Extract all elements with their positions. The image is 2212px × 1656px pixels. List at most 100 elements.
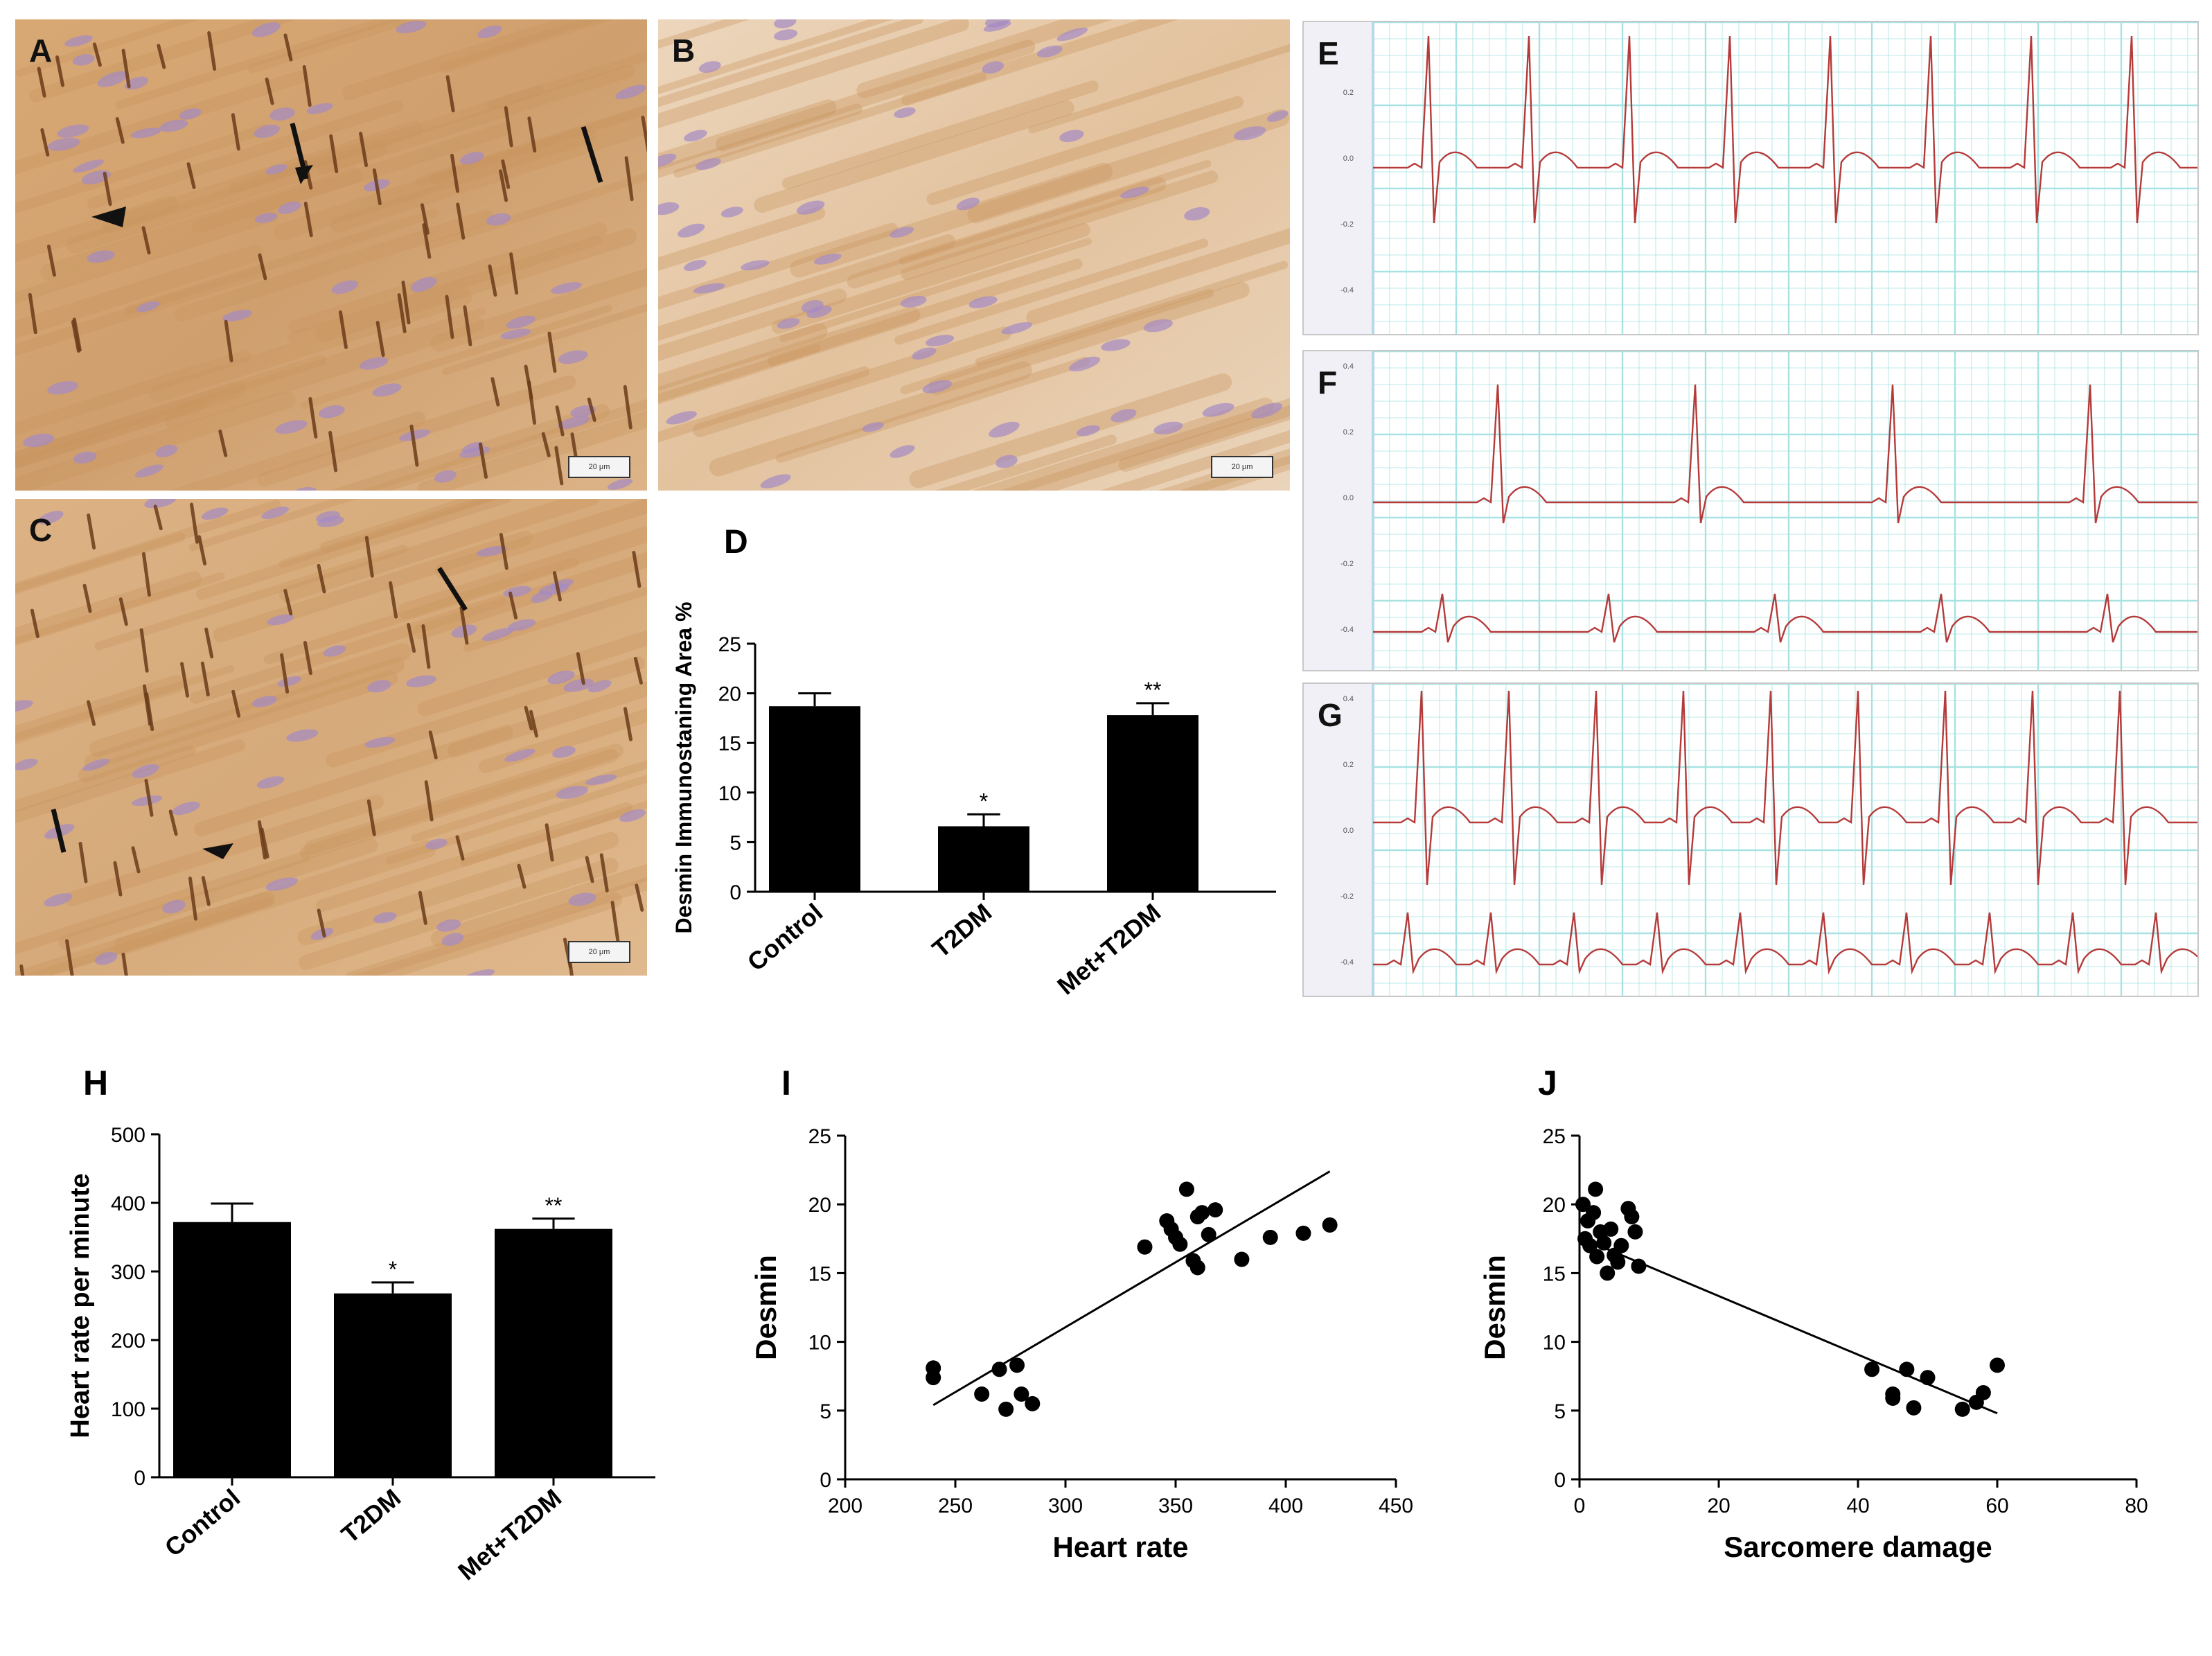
ecg-y-tick: 0.4 bbox=[1343, 362, 1354, 371]
fiber-streak bbox=[441, 303, 647, 376]
nucleus bbox=[486, 213, 511, 226]
nucleus bbox=[57, 124, 89, 138]
intercalated-disc bbox=[141, 226, 151, 255]
intercalated-disc bbox=[200, 661, 210, 697]
fiber-streak bbox=[15, 745, 196, 813]
nucleus bbox=[364, 737, 396, 748]
panel-a-scalebar: 20 μm bbox=[568, 456, 630, 478]
fiber-streak bbox=[430, 267, 647, 352]
nucleus bbox=[132, 764, 159, 779]
fiber-streak bbox=[658, 19, 969, 128]
nucleus bbox=[912, 347, 937, 360]
nucleus bbox=[720, 206, 743, 218]
fiber-streak bbox=[1100, 430, 1290, 491]
x-tick-label: 20 bbox=[1707, 1495, 1730, 1517]
y-tick-label: 20 bbox=[808, 1194, 831, 1217]
intercalated-disc bbox=[338, 310, 348, 349]
panel-j-label: J bbox=[1538, 1064, 1557, 1102]
nucleus bbox=[1101, 339, 1131, 351]
panel-g-label: G bbox=[1318, 697, 1343, 733]
fiber-streak bbox=[191, 122, 511, 234]
fiber-streak bbox=[415, 104, 647, 186]
fiber-streak bbox=[900, 288, 1214, 395]
nucleus bbox=[777, 318, 800, 329]
y-tick-label: 15 bbox=[718, 732, 741, 755]
nucleus bbox=[476, 545, 507, 557]
data-point bbox=[1189, 1260, 1205, 1276]
nucleus bbox=[406, 675, 437, 687]
fiber-streak bbox=[330, 120, 647, 233]
intercalated-disc bbox=[115, 117, 125, 144]
fiber-streak bbox=[1118, 405, 1290, 472]
intercalated-disc bbox=[554, 446, 564, 486]
panel-a-texture bbox=[15, 19, 647, 491]
ecg-g-svg: 0.4 0.2 0.0 -0.2 -0.4 bbox=[1304, 684, 2197, 996]
intercalated-disc bbox=[529, 710, 538, 738]
x-category-label: Met+T2DM bbox=[1052, 898, 1166, 1001]
nucleus bbox=[1233, 126, 1266, 141]
fiber-streak bbox=[658, 206, 826, 272]
nucleus bbox=[367, 680, 391, 693]
nucleus bbox=[982, 61, 1005, 74]
intercalated-disc bbox=[265, 77, 274, 105]
fiber-streak bbox=[274, 126, 596, 241]
intercalated-disc bbox=[189, 502, 199, 544]
nucleus bbox=[683, 259, 707, 271]
intercalated-disc bbox=[257, 820, 267, 860]
intercalated-disc bbox=[599, 853, 609, 892]
intercalated-disc bbox=[201, 876, 211, 906]
y-tick-label: 200 bbox=[111, 1330, 145, 1353]
x-tick-label: 400 bbox=[1268, 1495, 1303, 1517]
nucleus bbox=[996, 455, 1018, 468]
bar bbox=[173, 1222, 291, 1477]
fiber-streak bbox=[288, 222, 608, 334]
nucleus bbox=[481, 628, 514, 642]
intercalated-disc bbox=[364, 536, 374, 578]
fiber-streak bbox=[658, 234, 956, 342]
fiber-streak bbox=[297, 831, 619, 946]
fiber-streak bbox=[479, 707, 647, 774]
intercalated-disc bbox=[445, 75, 455, 113]
data-point bbox=[1014, 1386, 1029, 1402]
panel-c-label: C bbox=[29, 512, 53, 548]
fiber-streak bbox=[150, 288, 472, 403]
fiber-streak bbox=[188, 499, 357, 552]
intercalated-disc bbox=[632, 550, 642, 588]
nucleus bbox=[563, 678, 594, 692]
fiber-streak bbox=[928, 281, 1250, 396]
chart-h: H 0 100 200 300 400 500 Control * T2DM ** Met+T2DM H… bbox=[66, 1064, 655, 1585]
data-point bbox=[926, 1370, 941, 1386]
fiber-streak bbox=[709, 361, 1032, 477]
ecg-trace bbox=[1373, 912, 2197, 975]
ecg-panel-e: 0.2 0.0 -0.2 -0.4 E bbox=[1302, 21, 2199, 335]
intercalated-disc bbox=[641, 115, 647, 153]
intercalated-disc bbox=[418, 890, 427, 925]
nucleus bbox=[462, 969, 495, 976]
intercalated-disc bbox=[517, 863, 527, 889]
y-tick-label: 5 bbox=[820, 1400, 831, 1423]
intercalated-disc bbox=[207, 31, 217, 71]
y-tick-label: 25 bbox=[808, 1125, 831, 1148]
bar bbox=[334, 1293, 452, 1477]
fiber-streak bbox=[1026, 228, 1290, 325]
nucleus bbox=[1076, 425, 1100, 437]
y-tick-label: 5 bbox=[729, 831, 741, 854]
fiber-streak bbox=[175, 209, 495, 321]
nucleus bbox=[269, 107, 295, 121]
fiber-streak bbox=[15, 381, 246, 469]
nucleus bbox=[373, 912, 397, 924]
intercalated-disc bbox=[317, 908, 326, 938]
panel-c-scalebar: 20 μm bbox=[568, 941, 630, 963]
fiber-streak bbox=[15, 124, 269, 214]
nucleus bbox=[684, 130, 707, 142]
intercalated-disc bbox=[131, 846, 141, 874]
nucleus bbox=[162, 899, 186, 914]
fiber-streak bbox=[342, 19, 604, 100]
fiber-streak bbox=[164, 317, 484, 429]
intercalated-disc bbox=[389, 581, 398, 619]
data-point bbox=[1234, 1251, 1250, 1267]
y-tick-label: 100 bbox=[111, 1398, 145, 1421]
fiber-streak bbox=[935, 434, 1117, 491]
y-tick-label: 20 bbox=[718, 683, 741, 706]
panel-b-micrograph: B 20 μm bbox=[658, 19, 1290, 491]
